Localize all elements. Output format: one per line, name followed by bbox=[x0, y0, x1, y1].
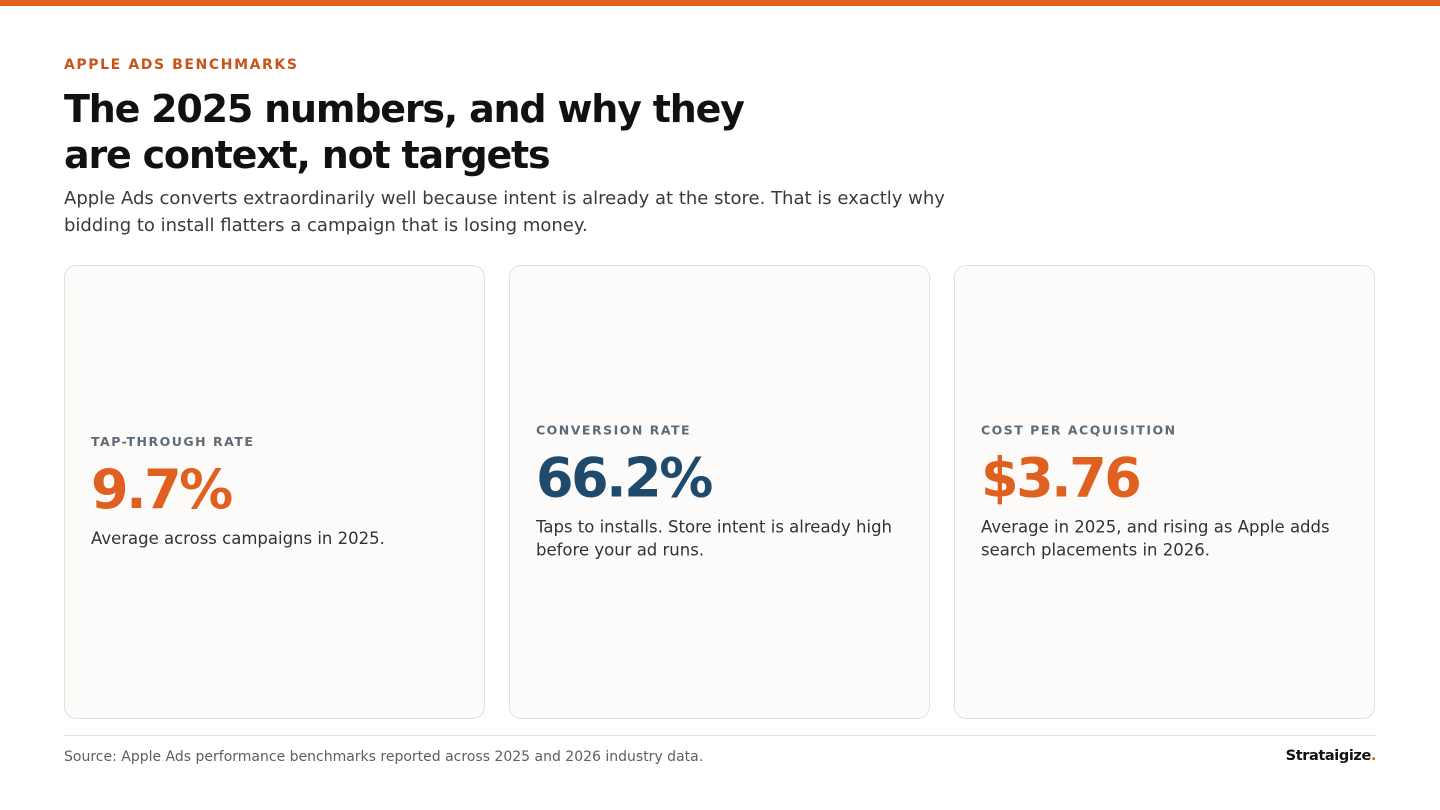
metric-description: Average in 2025, and rising as Apple add… bbox=[981, 517, 1330, 560]
brand-logo: Strataigize. bbox=[1285, 748, 1377, 764]
metric-value: 9.7% bbox=[91, 458, 233, 521]
metric-label: CONVERSION RATE bbox=[536, 422, 692, 438]
metric-description: Taps to installs. Store intent is alread… bbox=[536, 517, 893, 560]
metric-value: $3.76 bbox=[981, 446, 1142, 510]
metric-label: COST PER ACQUISITION bbox=[981, 422, 1177, 438]
page-subtitle: Apple Ads converts extraordinarily well … bbox=[64, 188, 945, 236]
metric-card-tap-through-rate: TAP-THROUGH RATE 9.7% Average across cam… bbox=[64, 265, 485, 719]
brand-name: Strataigize bbox=[1285, 748, 1372, 764]
metric-card-cost-per-acquisition: COST PER ACQUISITION $3.76 Average in 20… bbox=[954, 265, 1375, 719]
metric-description: Average across campaigns in 2025. bbox=[91, 529, 385, 548]
eyebrow-label: APPLE ADS BENCHMARKS bbox=[64, 57, 299, 73]
metric-card-conversion-rate: CONVERSION RATE 66.2% Taps to installs. … bbox=[509, 265, 930, 719]
source-note: Source: Apple Ads performance benchmarks… bbox=[64, 749, 704, 765]
footer-divider bbox=[64, 735, 1376, 736]
metric-value: 66.2% bbox=[536, 446, 713, 510]
metric-label: TAP-THROUGH RATE bbox=[91, 434, 255, 449]
brand-dot: . bbox=[1370, 748, 1377, 764]
page-title: The 2025 numbers, and why they are conte… bbox=[64, 87, 745, 177]
top-accent-bar bbox=[0, 0, 1440, 6]
